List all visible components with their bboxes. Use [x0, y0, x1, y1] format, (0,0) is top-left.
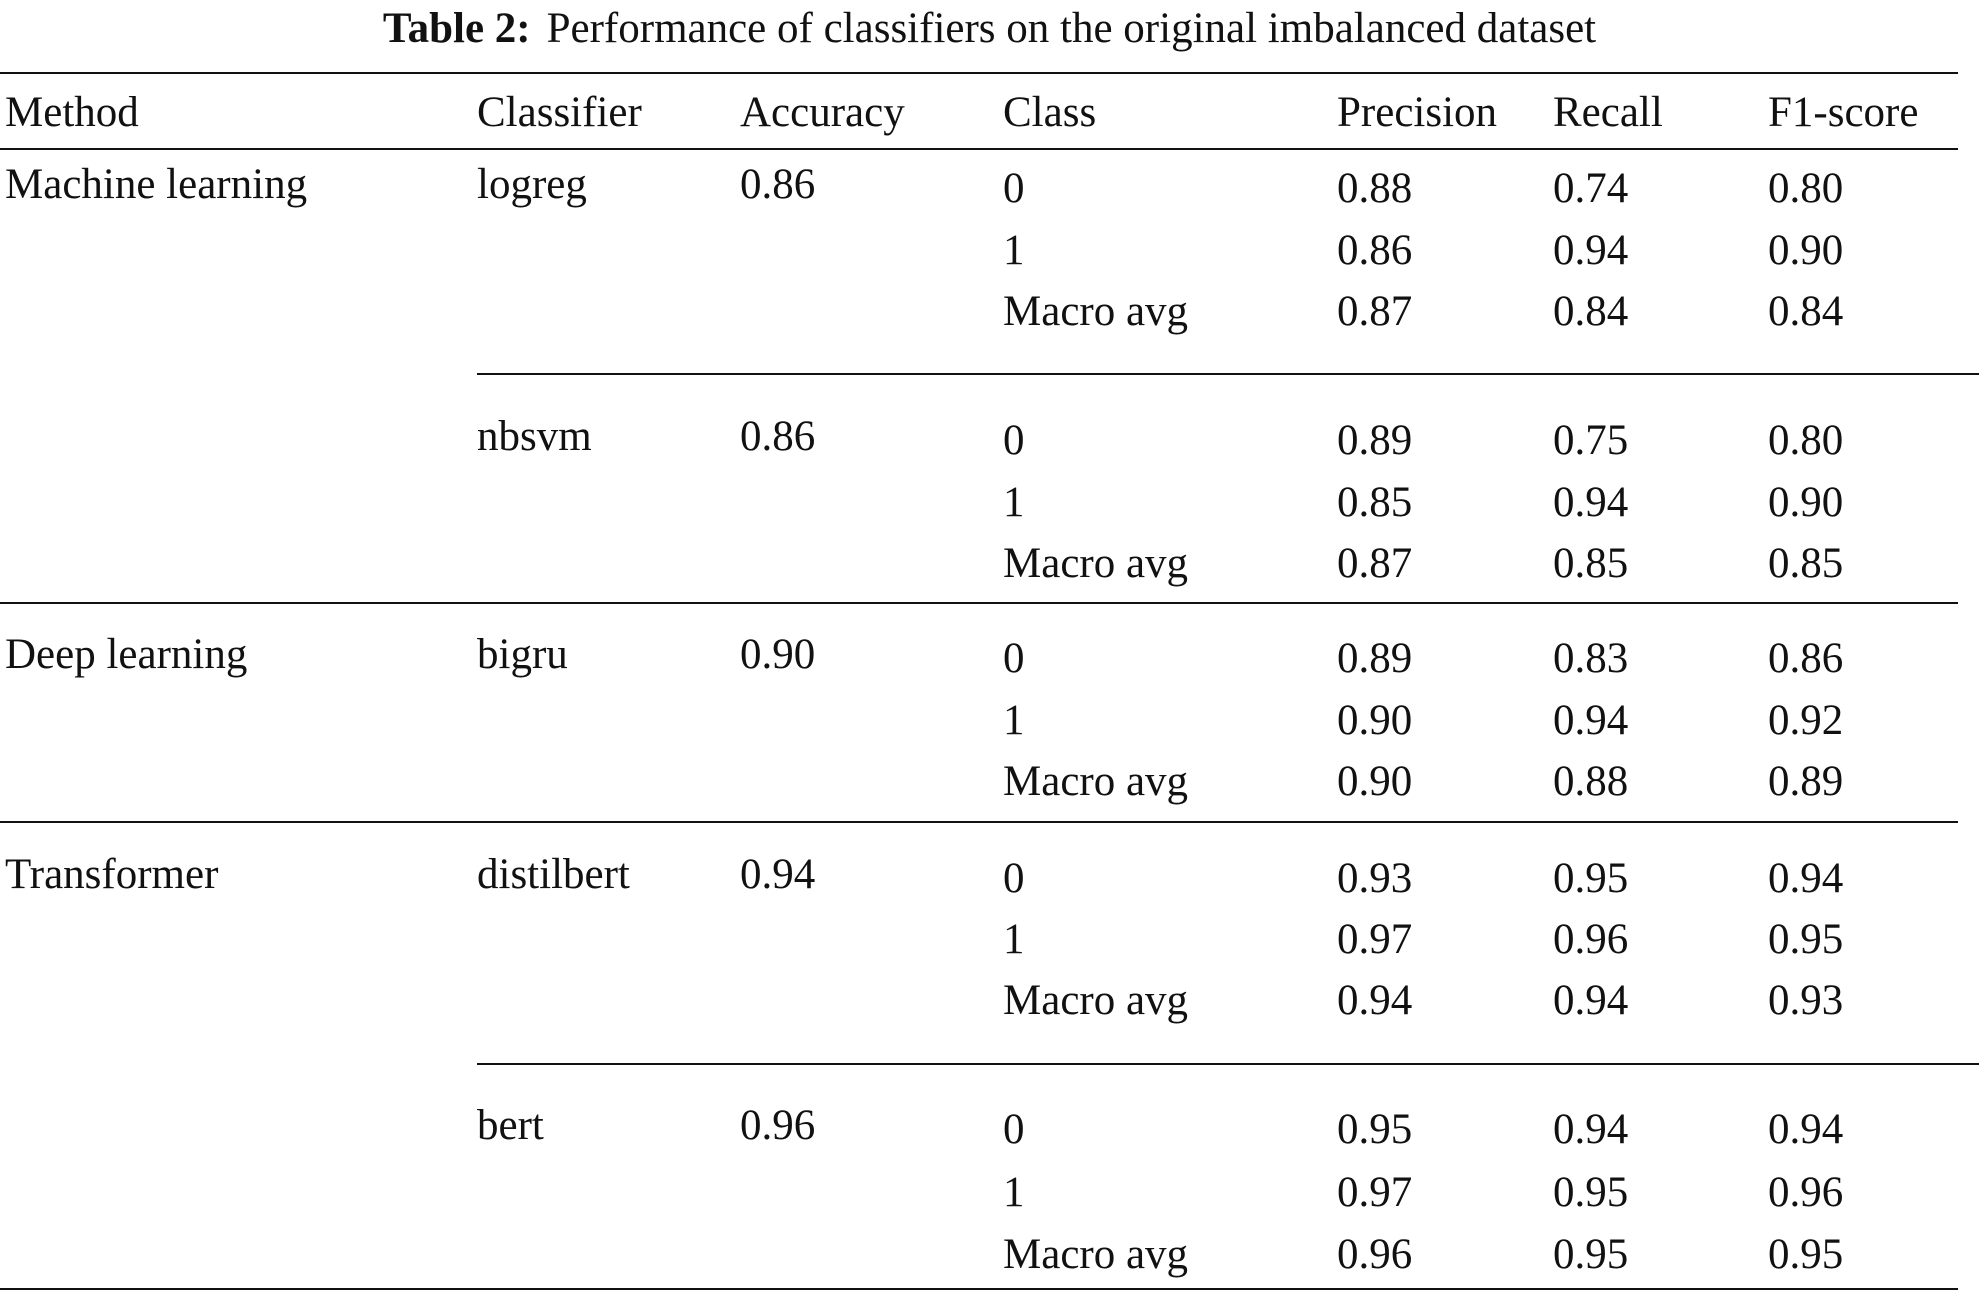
method-cell: Transformer: [5, 851, 219, 898]
recall-cell: 0.95: [1553, 855, 1629, 902]
classifier-separator-rule: [477, 373, 1979, 375]
precision-cell: 0.87: [1337, 540, 1413, 587]
f1-cell: 0.92: [1768, 697, 1844, 744]
precision-cell: 0.87: [1337, 288, 1413, 335]
class-cell: 0: [1003, 165, 1025, 212]
f1-cell: 0.84: [1768, 288, 1844, 335]
f1-cell: 0.80: [1768, 165, 1844, 212]
table-caption-text: Performance of classifiers on the origin…: [546, 5, 1597, 52]
precision-cell: 0.89: [1337, 417, 1413, 464]
f1-cell: 0.95: [1768, 916, 1844, 963]
classifier-cell: nbsvm: [477, 413, 592, 460]
class-cell: Macro avg: [1003, 1231, 1189, 1278]
f1-cell: 0.89: [1768, 758, 1844, 805]
accuracy-cell: 0.86: [740, 161, 816, 208]
class-cell: 1: [1003, 916, 1025, 963]
table-caption-label: Table 2:: [382, 5, 531, 52]
recall-cell: 0.95: [1553, 1231, 1629, 1278]
recall-cell: 0.75: [1553, 417, 1629, 464]
precision-cell: 0.96: [1337, 1231, 1413, 1278]
recall-cell: 0.84: [1553, 288, 1629, 335]
precision-cell: 0.89: [1337, 635, 1413, 682]
class-cell: 1: [1003, 1169, 1025, 1216]
f1-cell: 0.86: [1768, 635, 1844, 682]
f1-cell: 0.85: [1768, 540, 1844, 587]
precision-cell: 0.90: [1337, 697, 1413, 744]
f1-cell: 0.94: [1768, 1106, 1844, 1153]
classifier-cell: bert: [477, 1102, 544, 1149]
classifier-separator-rule: [477, 1063, 1979, 1065]
recall-cell: 0.94: [1553, 479, 1629, 526]
table-caption: Table 2: Performance of classifiers on th…: [0, 4, 1979, 54]
header-recall: Recall: [1553, 89, 1663, 136]
class-cell: Macro avg: [1003, 977, 1189, 1024]
classifier-cell: logreg: [477, 161, 587, 208]
accuracy-cell: 0.94: [740, 851, 816, 898]
class-cell: 0: [1003, 417, 1025, 464]
class-cell: 0: [1003, 1106, 1025, 1153]
header-bottom-rule: [0, 148, 1958, 150]
recall-cell: 0.88: [1553, 758, 1629, 805]
precision-cell: 0.94: [1337, 977, 1413, 1024]
table-bottom-rule: [0, 1288, 1958, 1290]
class-cell: Macro avg: [1003, 288, 1189, 335]
precision-cell: 0.88: [1337, 165, 1413, 212]
class-cell: Macro avg: [1003, 540, 1189, 587]
f1-cell: 0.90: [1768, 479, 1844, 526]
class-cell: 1: [1003, 227, 1025, 274]
group-separator-rule: [0, 602, 1958, 604]
accuracy-cell: 0.96: [740, 1102, 816, 1149]
class-cell: 1: [1003, 697, 1025, 744]
classifier-cell: bigru: [477, 631, 568, 678]
precision-cell: 0.97: [1337, 916, 1413, 963]
precision-cell: 0.90: [1337, 758, 1413, 805]
header-precision: Precision: [1337, 89, 1498, 136]
precision-cell: 0.95: [1337, 1106, 1413, 1153]
precision-cell: 0.86: [1337, 227, 1413, 274]
recall-cell: 0.96: [1553, 916, 1629, 963]
classifier-cell: distilbert: [477, 851, 630, 898]
header-accuracy: Accuracy: [740, 89, 905, 136]
recall-cell: 0.94: [1553, 1106, 1629, 1153]
class-cell: Macro avg: [1003, 758, 1189, 805]
f1-cell: 0.95: [1768, 1231, 1844, 1278]
recall-cell: 0.85: [1553, 540, 1629, 587]
f1-cell: 0.94: [1768, 855, 1844, 902]
method-cell: Machine learning: [5, 161, 308, 208]
class-cell: 1: [1003, 479, 1025, 526]
f1-cell: 0.80: [1768, 417, 1844, 464]
method-cell: Deep learning: [5, 631, 248, 678]
accuracy-cell: 0.90: [740, 631, 816, 678]
class-cell: 0: [1003, 635, 1025, 682]
table-top-rule: [0, 72, 1958, 74]
precision-cell: 0.85: [1337, 479, 1413, 526]
recall-cell: 0.94: [1553, 977, 1629, 1024]
precision-cell: 0.93: [1337, 855, 1413, 902]
header-f1-score: F1-score: [1768, 89, 1919, 136]
f1-cell: 0.93: [1768, 977, 1844, 1024]
recall-cell: 0.83: [1553, 635, 1629, 682]
f1-cell: 0.96: [1768, 1169, 1844, 1216]
precision-cell: 0.97: [1337, 1169, 1413, 1216]
recall-cell: 0.94: [1553, 697, 1629, 744]
header-class: Class: [1003, 89, 1097, 136]
class-cell: 0: [1003, 855, 1025, 902]
recall-cell: 0.94: [1553, 227, 1629, 274]
f1-cell: 0.90: [1768, 227, 1844, 274]
header-classifier: Classifier: [477, 89, 642, 136]
recall-cell: 0.95: [1553, 1169, 1629, 1216]
accuracy-cell: 0.86: [740, 413, 816, 460]
recall-cell: 0.74: [1553, 165, 1629, 212]
group-separator-rule: [0, 821, 1958, 823]
header-method: Method: [5, 89, 139, 136]
